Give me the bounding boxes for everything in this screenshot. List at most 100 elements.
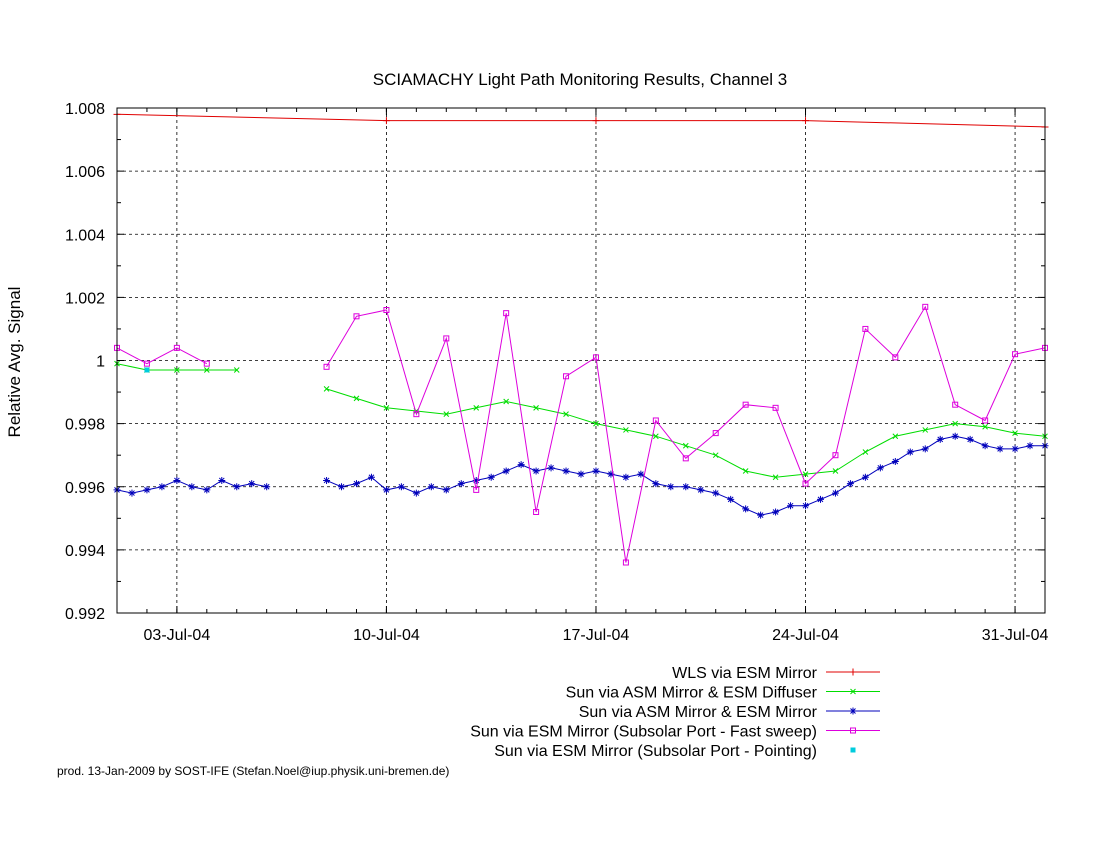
data-point	[577, 470, 585, 478]
data-point	[742, 401, 749, 408]
data-point	[832, 452, 839, 459]
data-point	[352, 480, 360, 488]
data-point	[427, 483, 435, 491]
data-point	[922, 303, 929, 310]
data-point	[233, 367, 240, 373]
data-point	[473, 486, 480, 493]
data-point	[592, 467, 600, 475]
data-point	[787, 502, 795, 510]
y-tick-label: 1	[96, 354, 105, 371]
data-point	[996, 445, 1004, 453]
data-point	[218, 476, 226, 484]
data-point	[382, 117, 390, 125]
data-point	[503, 310, 510, 317]
data-point	[563, 411, 569, 418]
data-point	[682, 483, 690, 491]
data-point	[1011, 445, 1019, 453]
data-point	[412, 489, 420, 497]
data-point	[892, 354, 899, 361]
data-point	[952, 420, 959, 427]
series-line	[116, 113, 1046, 128]
x-tick-label: 17-Jul-04	[563, 627, 630, 644]
data-point	[532, 467, 540, 475]
data-point	[742, 468, 749, 474]
data-point	[712, 430, 719, 437]
data-point	[802, 502, 810, 510]
data-point	[382, 486, 390, 494]
series-line	[326, 388, 1046, 478]
data-point	[652, 433, 659, 440]
data-point	[607, 470, 615, 478]
series-line	[116, 347, 208, 365]
data-point	[533, 404, 539, 411]
data-point	[622, 473, 630, 481]
data-point	[203, 360, 210, 367]
data-point	[487, 473, 495, 481]
chart-title: SCIAMACHY Light Path Monitoring Results,…	[373, 70, 788, 89]
legend-entry-4: Sun via ESM Mirror (Subsolar Port - Fast…	[470, 724, 880, 741]
legend-marker	[850, 747, 856, 753]
data-point	[203, 486, 211, 494]
data-point	[174, 367, 180, 373]
x-tick-label: 03-Jul-04	[144, 627, 211, 644]
axis-ticks: 0.992 0.994 0.996 0.998 1 1.002 1.004 1.006 1.00…	[65, 101, 1049, 644]
y-tick-label: 0.992	[65, 606, 105, 623]
data-point	[951, 432, 959, 440]
data-point	[757, 511, 765, 519]
data-point	[248, 480, 256, 488]
legend-entry-3: Sun via ASM Mirror & ESM Mirror	[579, 704, 880, 721]
y-tick-label: 1.008	[65, 101, 105, 118]
legend-marker	[849, 707, 857, 715]
legend: WLS via ESM Mirror Sun via ASM Mirror & E…	[470, 665, 880, 760]
data-point	[712, 452, 719, 459]
data-point	[563, 373, 570, 380]
data-point	[143, 360, 150, 367]
data-point	[697, 486, 705, 494]
data-point	[891, 458, 899, 465]
data-point	[712, 489, 720, 497]
data-point	[1026, 442, 1034, 450]
data-point	[188, 483, 196, 491]
data-point	[966, 435, 974, 443]
series-line	[326, 435, 1045, 516]
data-point	[922, 427, 929, 433]
data-point	[533, 509, 540, 515]
data-point	[816, 495, 824, 503]
data-point	[981, 442, 989, 450]
data-point	[593, 420, 599, 427]
data-point	[862, 325, 869, 332]
legend-marker	[849, 668, 857, 676]
series-4	[114, 303, 1048, 566]
data-point	[503, 398, 510, 405]
legend-marker	[850, 688, 856, 695]
data-point	[338, 483, 346, 491]
data-point	[667, 483, 675, 491]
data-point	[682, 455, 689, 462]
x-tick-label: 10-Jul-04	[353, 627, 420, 644]
y-tick-label: 0.998	[65, 417, 105, 434]
data-point	[562, 467, 570, 475]
series-5	[144, 367, 150, 373]
data-point	[203, 367, 210, 373]
data-point	[682, 442, 689, 449]
data-point	[1012, 351, 1019, 358]
legend-label: WLS via ESM Mirror	[672, 665, 818, 682]
data-point	[637, 470, 645, 478]
series-1	[113, 110, 1049, 131]
data-point	[652, 480, 660, 488]
y-tick-label: 1.006	[65, 164, 105, 181]
data-point	[832, 468, 839, 474]
data-point	[233, 483, 241, 491]
y-axis-label: Relative Avg. Signal	[5, 287, 24, 438]
data-point	[413, 411, 420, 418]
data-point	[353, 313, 360, 320]
data-point	[158, 483, 166, 491]
data-point	[772, 508, 780, 516]
legend-marker	[850, 727, 856, 734]
data-point	[457, 480, 465, 488]
data-point	[353, 395, 360, 402]
data-point	[443, 411, 450, 418]
data-point	[861, 473, 869, 481]
data-point	[921, 445, 929, 453]
